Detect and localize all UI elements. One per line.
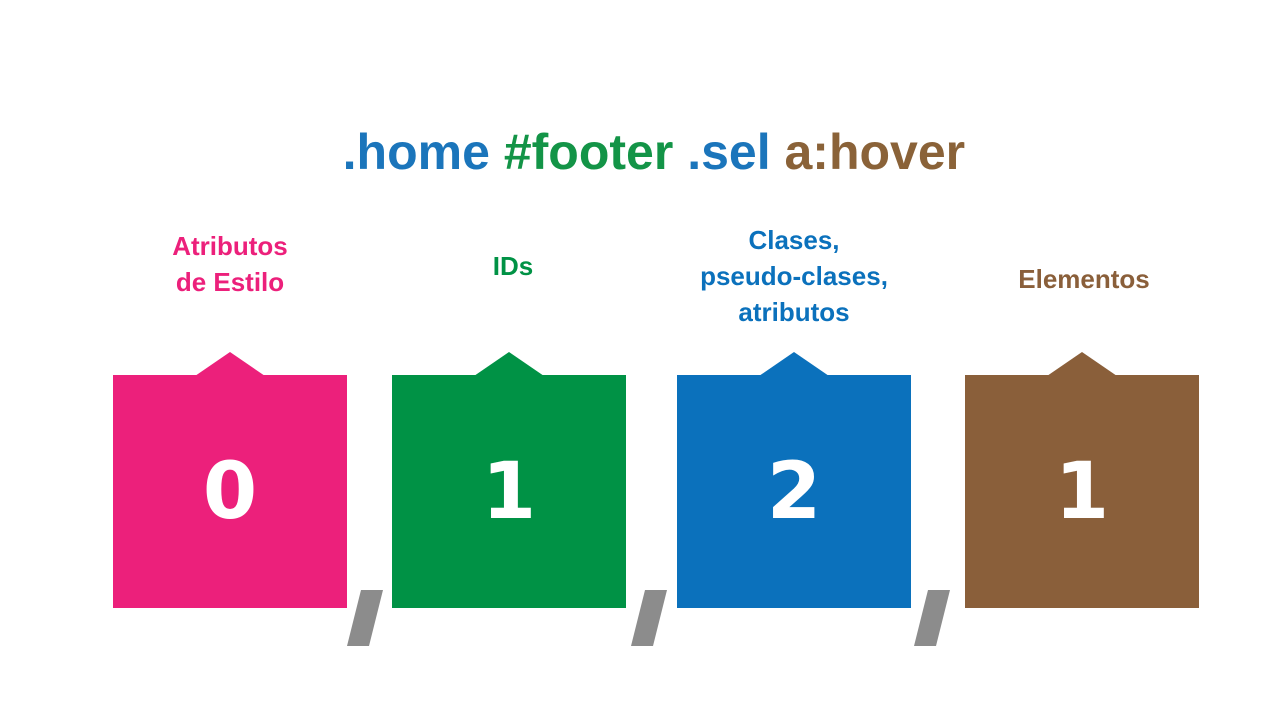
selector-space	[771, 124, 785, 180]
comma-separator	[347, 590, 383, 646]
label-classes: Clases, pseudo-clases, atributos	[700, 225, 888, 327]
box-classes: 2	[677, 352, 911, 608]
selector-part-element-hover: a:hover	[784, 124, 966, 180]
specificity-value-elements: 1	[1054, 446, 1110, 537]
comma-separator	[631, 590, 667, 646]
specificity-value-ids: 1	[481, 446, 537, 537]
label-ids: IDs	[492, 251, 534, 281]
specificity-value-style: 0	[202, 446, 258, 537]
box-notch	[474, 352, 544, 376]
selector-part-class-sel: .sel	[687, 124, 771, 180]
box-notch	[195, 352, 265, 376]
selector-space	[673, 124, 687, 180]
box-notch	[1047, 352, 1117, 376]
label-elements: Elementos	[1018, 264, 1150, 294]
selector-space	[490, 124, 504, 180]
selector-part-id-footer: #footer	[503, 124, 674, 180]
box-ids: 1	[392, 352, 626, 608]
box-style-attributes: 0	[113, 352, 347, 608]
specificity-value-classes: 2	[766, 446, 822, 537]
box-notch	[759, 352, 829, 376]
css-selector-title: .home #footer .sel a:hover	[0, 62, 1280, 182]
box-elements: 1	[965, 352, 1199, 608]
label-style-attributes: Atributos de Estilo	[172, 231, 288, 297]
selector-part-class-home: .home	[342, 124, 490, 180]
comma-separator	[914, 590, 950, 646]
